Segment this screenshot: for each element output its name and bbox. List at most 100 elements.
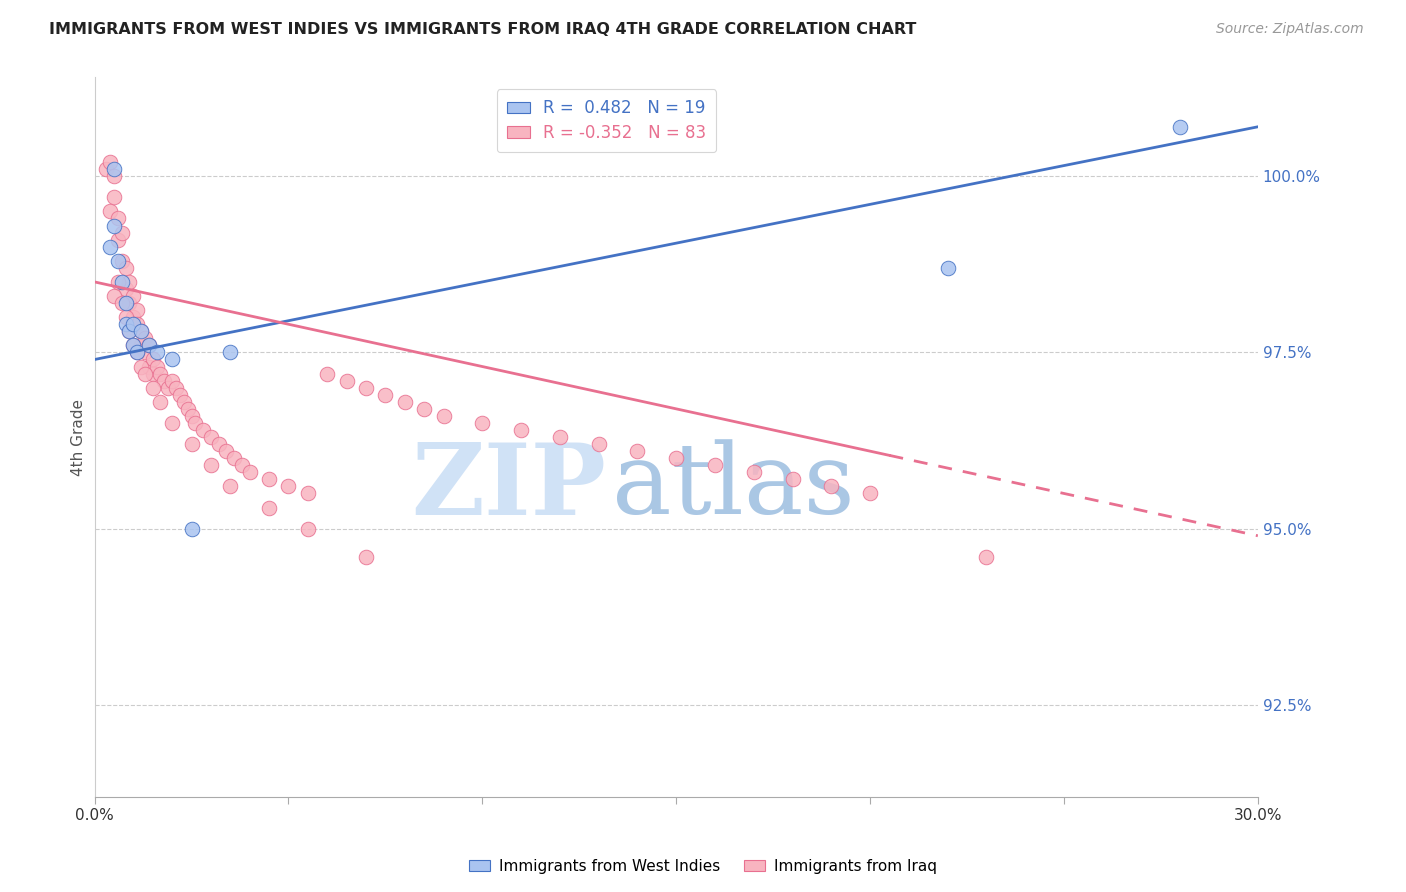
Point [165, 381, 187, 395]
Point [122, 310, 145, 325]
Point [160, 352, 183, 367]
Legend: Immigrants from West Indies, Immigrants from Iraq: Immigrants from West Indies, Immigrants … [463, 853, 943, 880]
Point [122, 317, 145, 331]
Point [432, 409, 454, 423]
Point [129, 359, 152, 374]
Point [626, 444, 648, 458]
Point [510, 423, 533, 437]
Point [316, 367, 339, 381]
Point [297, 486, 319, 500]
Point [142, 352, 165, 367]
Point [138, 338, 160, 352]
Point [134, 367, 156, 381]
Point [127, 345, 149, 359]
Point [354, 549, 377, 564]
Point [157, 381, 180, 395]
Point [111, 275, 134, 289]
Point [191, 423, 214, 437]
Point [782, 472, 804, 486]
Point [704, 458, 727, 473]
Point [160, 416, 183, 430]
Point [153, 374, 176, 388]
Point [114, 282, 136, 296]
Point [820, 479, 842, 493]
Point [114, 310, 136, 325]
Text: ZIP: ZIP [412, 439, 606, 536]
Point [122, 289, 145, 303]
Point [173, 394, 195, 409]
Point [127, 317, 149, 331]
Point [224, 451, 246, 466]
Text: Source: ZipAtlas.com: Source: ZipAtlas.com [1216, 22, 1364, 37]
Point [98, 204, 121, 219]
Point [976, 549, 998, 564]
Point [103, 190, 125, 204]
Point [354, 381, 377, 395]
Point [118, 296, 141, 310]
Point [98, 240, 121, 254]
Point [107, 253, 129, 268]
Point [98, 155, 121, 169]
Point [374, 388, 396, 402]
Point [257, 472, 280, 486]
Point [134, 331, 156, 345]
Point [114, 260, 136, 275]
Point [257, 500, 280, 515]
Text: IMMIGRANTS FROM WEST INDIES VS IMMIGRANTS FROM IRAQ 4TH GRADE CORRELATION CHART: IMMIGRANTS FROM WEST INDIES VS IMMIGRANT… [49, 22, 917, 37]
Point [118, 324, 141, 338]
Point [548, 430, 571, 444]
Point [297, 522, 319, 536]
Point [122, 338, 145, 352]
Point [742, 465, 765, 479]
Point [180, 522, 202, 536]
Point [134, 345, 156, 359]
Point [103, 219, 125, 233]
Point [231, 458, 253, 473]
Point [103, 289, 125, 303]
Point [127, 303, 149, 318]
Point [103, 162, 125, 177]
Point [145, 359, 167, 374]
Point [169, 388, 191, 402]
Point [219, 345, 242, 359]
Point [1168, 120, 1191, 134]
Point [176, 401, 198, 416]
Point [936, 260, 959, 275]
Point [859, 486, 882, 500]
Point [200, 458, 222, 473]
Point [394, 394, 416, 409]
Point [145, 345, 167, 359]
Point [219, 479, 242, 493]
Point [103, 169, 125, 183]
Point [180, 437, 202, 451]
Point [180, 409, 202, 423]
Point [114, 317, 136, 331]
Point [129, 338, 152, 352]
Point [184, 416, 207, 430]
Point [239, 465, 262, 479]
Point [107, 275, 129, 289]
Point [215, 444, 238, 458]
Point [208, 437, 231, 451]
Point [138, 359, 160, 374]
Point [96, 162, 118, 177]
Point [200, 430, 222, 444]
Point [107, 233, 129, 247]
Point [471, 416, 494, 430]
Point [138, 338, 160, 352]
Point [413, 401, 436, 416]
Point [160, 374, 183, 388]
Point [111, 296, 134, 310]
Point [107, 211, 129, 226]
Point [114, 296, 136, 310]
Legend: R =  0.482   N = 19, R = -0.352   N = 83: R = 0.482 N = 19, R = -0.352 N = 83 [496, 89, 716, 152]
Point [127, 345, 149, 359]
Point [665, 451, 688, 466]
Point [277, 479, 299, 493]
Point [129, 324, 152, 338]
Text: atlas: atlas [612, 440, 855, 535]
Point [111, 226, 134, 240]
Point [149, 394, 172, 409]
Point [129, 324, 152, 338]
Point [336, 374, 359, 388]
